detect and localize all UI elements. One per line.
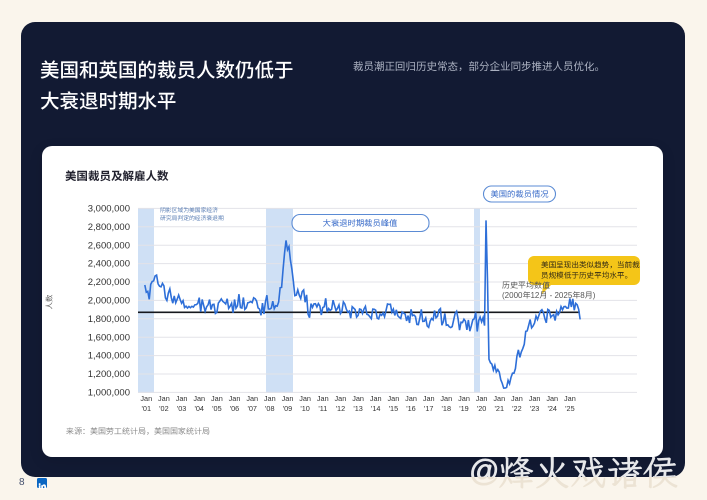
- svg-text:2,200,000: 2,200,000: [88, 277, 130, 288]
- svg-text:大衰退时期裁员峰值: 大衰退时期裁员峰值: [323, 218, 398, 228]
- svg-text:'24: '24: [547, 404, 557, 413]
- svg-text:研究局判定的经济衰退期: 研究局判定的经济衰退期: [160, 214, 224, 222]
- svg-text:Jan: Jan: [458, 394, 470, 403]
- svg-text:'05: '05: [212, 404, 222, 413]
- svg-text:Jan: Jan: [493, 394, 505, 403]
- svg-text:'12: '12: [336, 404, 346, 413]
- svg-text:Jan: Jan: [476, 394, 488, 403]
- svg-text:阴影区域为美国家经济: 阴影区域为美国家经济: [160, 206, 218, 214]
- svg-text:'06: '06: [230, 404, 240, 413]
- svg-text:Jan: Jan: [546, 394, 558, 403]
- svg-text:'01: '01: [142, 404, 152, 413]
- svg-text:1,800,000: 1,800,000: [88, 314, 130, 325]
- svg-text:Jan: Jan: [564, 394, 576, 403]
- svg-text:'16: '16: [406, 404, 416, 413]
- svg-text:2,000,000: 2,000,000: [88, 296, 130, 307]
- svg-text:'18: '18: [442, 404, 452, 413]
- svg-text:'20: '20: [477, 404, 487, 413]
- svg-text:Jan: Jan: [529, 394, 541, 403]
- svg-text:来源：美国劳工统计局，美国国家统计局: 来源：美国劳工统计局，美国国家统计局: [66, 427, 210, 436]
- svg-text:'07: '07: [247, 404, 257, 413]
- svg-text:人数: 人数: [45, 294, 54, 309]
- svg-text:1,200,000: 1,200,000: [88, 369, 130, 380]
- svg-text:'22: '22: [512, 404, 522, 413]
- svg-text:美国呈现出类似趋势，当前裁: 美国呈现出类似趋势，当前裁: [541, 261, 640, 270]
- svg-text:Jan: Jan: [282, 394, 294, 403]
- svg-text:2,800,000: 2,800,000: [88, 222, 130, 233]
- svg-text:Jan: Jan: [352, 394, 364, 403]
- svg-text:3,000,000: 3,000,000: [88, 204, 130, 215]
- svg-text:Jan: Jan: [264, 394, 276, 403]
- svg-text:(2000年12月 - 2025年8月): (2000年12月 - 2025年8月): [502, 291, 596, 300]
- svg-text:1,400,000: 1,400,000: [88, 351, 130, 362]
- svg-text:'04: '04: [194, 404, 204, 413]
- svg-text:Jan: Jan: [211, 394, 223, 403]
- svg-text:Jan: Jan: [370, 394, 382, 403]
- svg-text:'21: '21: [495, 404, 505, 413]
- svg-text:'23: '23: [530, 404, 540, 413]
- svg-text:Jan: Jan: [229, 394, 241, 403]
- svg-text:Jan: Jan: [140, 394, 152, 403]
- svg-text:2,400,000: 2,400,000: [88, 259, 130, 270]
- svg-text:Jan: Jan: [335, 394, 347, 403]
- svg-text:'11: '11: [318, 404, 327, 413]
- svg-text:'09: '09: [283, 404, 293, 413]
- svg-text:'17: '17: [424, 404, 434, 413]
- svg-text:'19: '19: [459, 404, 469, 413]
- svg-text:Jan: Jan: [158, 394, 170, 403]
- svg-text:Jan: Jan: [440, 394, 452, 403]
- svg-text:'15: '15: [389, 404, 399, 413]
- svg-text:Jan: Jan: [511, 394, 523, 403]
- svg-text:Jan: Jan: [246, 394, 258, 403]
- svg-text:美国的裁员情况: 美国的裁员情况: [490, 189, 549, 199]
- svg-text:'25: '25: [565, 404, 575, 413]
- svg-text:Jan: Jan: [299, 394, 311, 403]
- svg-text:'14: '14: [371, 404, 381, 413]
- svg-text:Jan: Jan: [405, 394, 417, 403]
- svg-text:Jan: Jan: [317, 394, 329, 403]
- svg-text:'03: '03: [177, 404, 187, 413]
- svg-text:'08: '08: [265, 404, 275, 413]
- svg-text:员规模低于历史平均水平。: 员规模低于历史平均水平。: [541, 271, 632, 280]
- svg-text:Jan: Jan: [176, 394, 188, 403]
- svg-text:Jan: Jan: [388, 394, 400, 403]
- svg-text:2,600,000: 2,600,000: [88, 240, 130, 251]
- svg-text:Jan: Jan: [423, 394, 435, 403]
- svg-text:1,000,000: 1,000,000: [88, 388, 130, 399]
- svg-text:1,600,000: 1,600,000: [88, 332, 130, 343]
- svg-text:'10: '10: [300, 404, 310, 413]
- svg-text:历史平均数值: 历史平均数值: [502, 280, 550, 290]
- svg-text:'02: '02: [159, 404, 169, 413]
- svg-text:'13: '13: [353, 404, 363, 413]
- svg-text:Jan: Jan: [193, 394, 205, 403]
